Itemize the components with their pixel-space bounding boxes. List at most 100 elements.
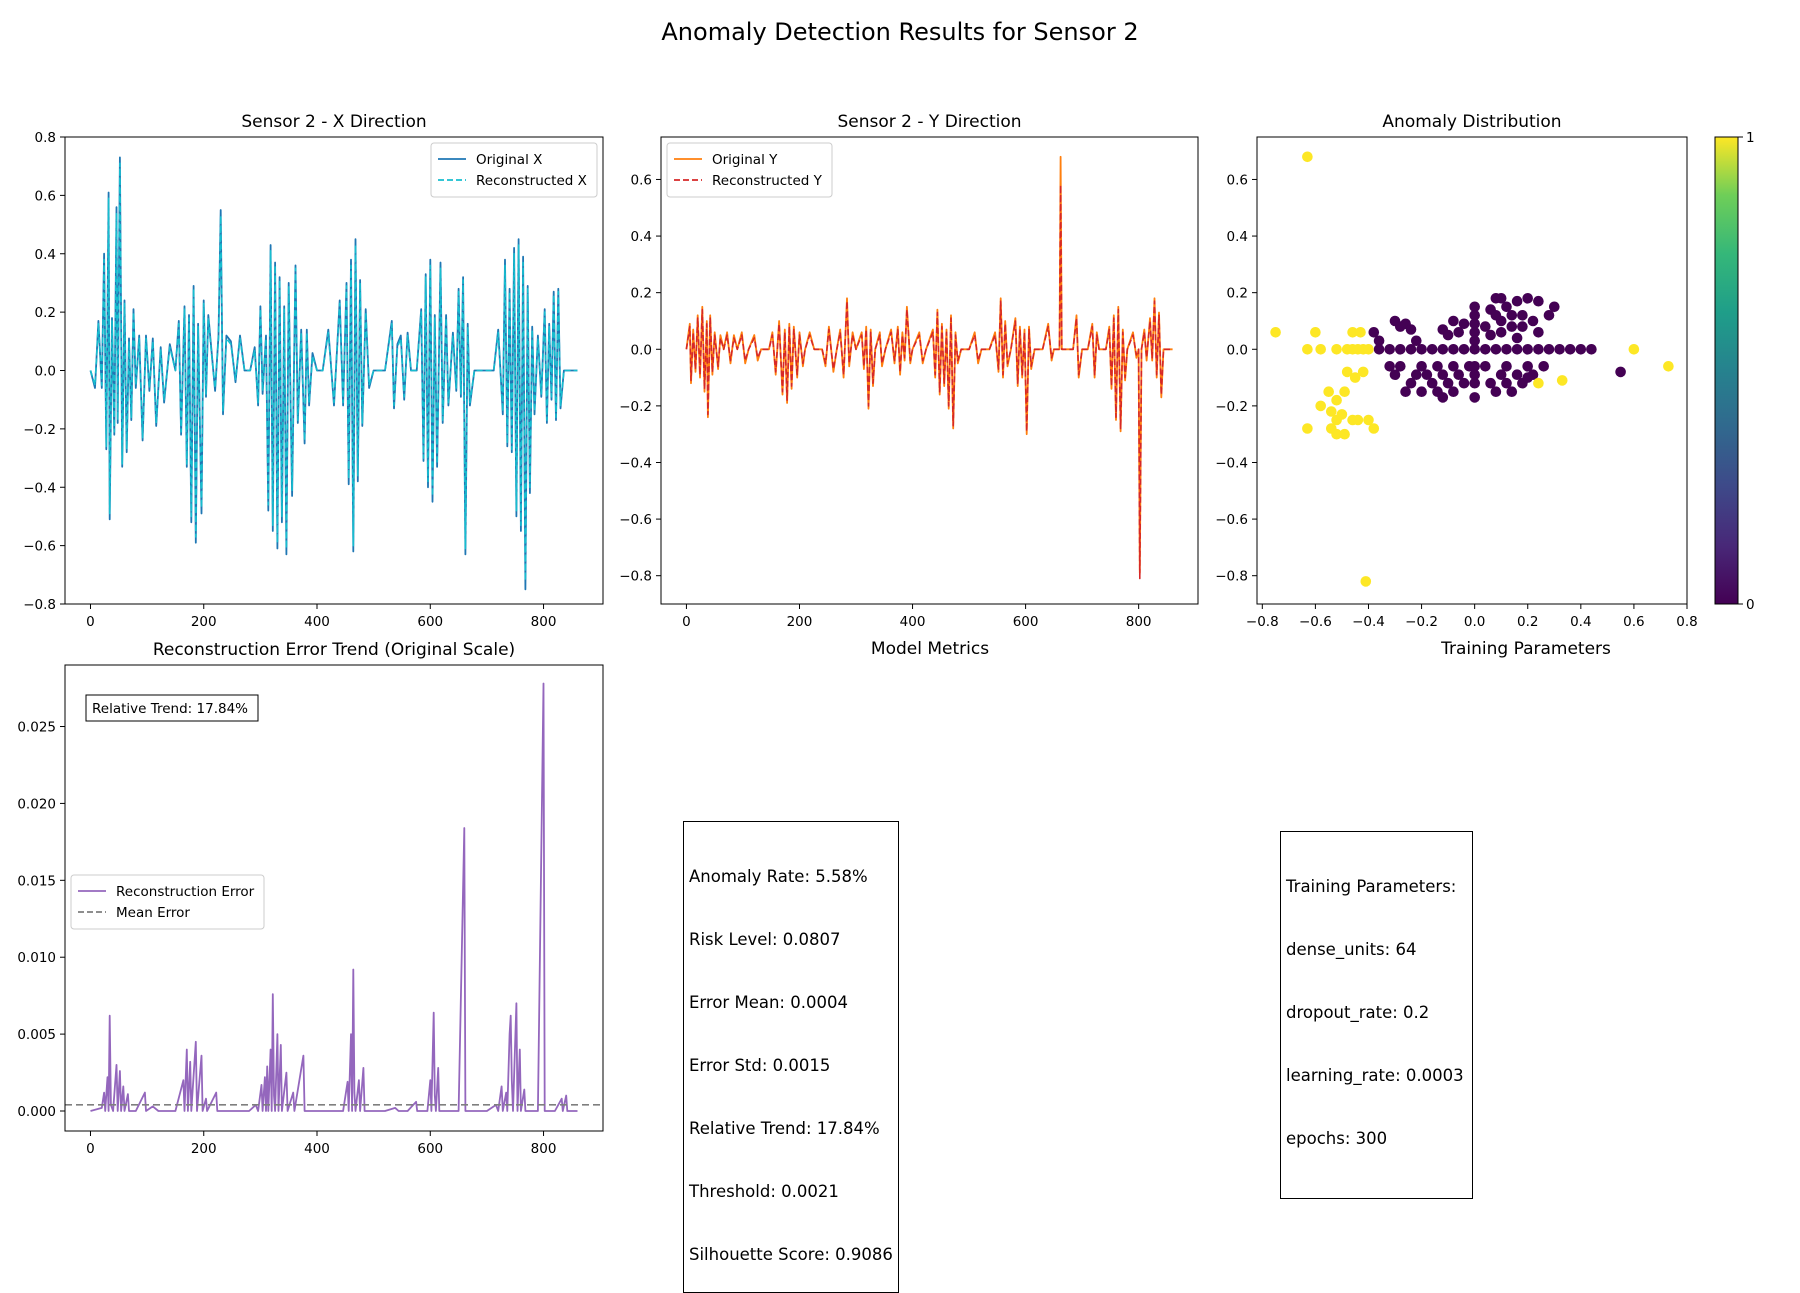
y-tick-label: 0.2	[35, 305, 56, 321]
y-tick-label: 0.0	[631, 342, 652, 358]
scatter-point-normal	[1469, 361, 1480, 372]
scatter-point-normal	[1421, 369, 1433, 381]
scatter-point-normal	[1522, 344, 1533, 355]
colorbar-tick-label: 1	[1746, 130, 1755, 146]
y-tick-label: 0.000	[17, 1104, 56, 1120]
y-tick-label: −0.2	[1215, 399, 1248, 415]
x-tick-label: 400	[304, 1141, 330, 1157]
scatter-point-normal	[1395, 361, 1406, 372]
y-tick-label: −0.8	[619, 569, 652, 585]
scatter-point-anomaly	[1355, 327, 1366, 338]
series-line-reconstruction-error	[90, 682, 578, 1112]
scatter-point-anomaly	[1556, 375, 1568, 386]
scatter-point-normal	[1586, 344, 1597, 355]
metric-silhouette-score: Silhouette Score: 0.9086	[689, 1245, 893, 1264]
scatter-point-anomaly	[1315, 400, 1326, 412]
scatter-point-normal	[1469, 327, 1480, 338]
y-tick-label: 0.8	[35, 130, 56, 146]
scatter-point-normal	[1453, 327, 1464, 338]
axes-frame	[64, 136, 604, 605]
y-tick-label: 0.010	[17, 950, 56, 966]
colorbar-tick-label: 0	[1746, 597, 1755, 613]
y-tick-label: −0.2	[619, 399, 652, 415]
scatter-point-anomaly	[1349, 372, 1361, 383]
x-tick-label: 600	[417, 614, 443, 630]
y-tick-label: −0.6	[1215, 512, 1248, 528]
metric-relative-trend: Relative Trend: 17.84%	[689, 1119, 880, 1138]
scatter-point-normal	[1405, 377, 1417, 389]
scatter-point-normal	[1448, 386, 1459, 398]
scatter-point-normal	[1448, 361, 1459, 372]
y-tick-label: 0.2	[1227, 286, 1248, 302]
y-tick-label: 0.020	[17, 796, 56, 812]
relative-trend-annotation: Relative Trend: 17.84%	[92, 701, 248, 717]
x-tick-label: −0.4	[1352, 614, 1385, 630]
scatter-point-normal	[1437, 392, 1449, 403]
scatter-point-anomaly	[1357, 366, 1369, 378]
scatter-point-normal	[1426, 377, 1438, 389]
panel-title-reconstruction-error: Reconstruction Error Trend (Original Sca…	[153, 640, 515, 660]
scatter-point-normal	[1416, 386, 1427, 398]
model-metrics-title: Model Metrics	[871, 639, 989, 659]
scatter-point-normal	[1448, 315, 1459, 327]
panel-x-direction: Sensor 2 - X Direction 0 200 400 600 800 −0.8 −…	[23, 112, 604, 630]
legend-box	[666, 142, 833, 198]
scatter-point-normal	[1373, 335, 1385, 347]
training-heading: Training Parameters:	[1286, 877, 1457, 896]
scatter-point-anomaly	[1339, 386, 1350, 398]
scatter-point-normal	[1469, 377, 1480, 389]
scatter-point-normal	[1480, 344, 1491, 355]
scatter-point-normal	[1501, 361, 1512, 372]
model-metrics-box: Anomaly Rate: 5.58% Risk Level: 0.0807 E…	[683, 821, 899, 1293]
scatter-point-anomaly	[1363, 414, 1374, 426]
scatter-point-normal	[1495, 369, 1507, 381]
scatter-point-anomaly	[1533, 377, 1544, 389]
y-tick-label: −0.6	[23, 539, 56, 555]
y-tick-label: −0.8	[23, 597, 56, 613]
scatter-point-normal	[1522, 372, 1533, 383]
scatter-point-normal	[1458, 344, 1470, 355]
scatter-point-normal	[1527, 315, 1539, 327]
legend-label: Original X	[476, 152, 542, 168]
panel-title-x-direction: Sensor 2 - X Direction	[241, 112, 426, 132]
scatter-point-normal	[1469, 369, 1480, 381]
y-tick-label: 0.025	[17, 720, 56, 736]
scatter-point-normal	[1405, 344, 1417, 355]
scatter-point-normal	[1501, 377, 1512, 389]
y-tick-label: −0.6	[619, 512, 652, 528]
scatter-point-anomaly	[1323, 386, 1334, 398]
training-parameters-title: Training Parameters	[1440, 639, 1611, 659]
scatter-point-normal	[1368, 327, 1380, 338]
scatter-point-normal	[1480, 321, 1491, 332]
scatter-point-normal	[1480, 361, 1491, 372]
scatter-point-normal	[1538, 361, 1549, 372]
scatter-point-normal	[1458, 318, 1470, 330]
scatter-point-normal	[1384, 344, 1395, 355]
scatter-point-normal	[1533, 344, 1544, 355]
figure-canvas: Sensor 2 - X Direction 0 200 400 600 800 −0.8 −…	[17, 112, 1755, 1157]
colorbar	[1714, 136, 1739, 605]
scatter-point-normal	[1522, 361, 1533, 372]
panel-reconstruction-error: Reconstruction Error Trend (Original Sca…	[17, 640, 604, 1157]
scatter-point-normal	[1517, 310, 1528, 321]
scatter-point-normal	[1490, 344, 1502, 355]
scatter-point-anomaly	[1326, 406, 1337, 417]
scatter-point-normal	[1485, 329, 1496, 341]
metric-error-std: Error Std: 0.0015	[689, 1056, 831, 1075]
y-tick-label: −0.4	[23, 480, 56, 496]
scatter-point-anomaly	[1331, 344, 1342, 355]
y-tick-label: 0.6	[1227, 172, 1248, 188]
series-line-original-y	[685, 155, 1173, 574]
y-tick-label: −0.4	[619, 455, 652, 471]
scatter-point-anomaly	[1315, 344, 1326, 355]
x-tick-label: 0	[86, 1141, 95, 1157]
scatter-point-normal	[1506, 310, 1518, 321]
scatter-point-normal	[1511, 344, 1523, 355]
scatter-point-normal	[1469, 392, 1480, 403]
x-tick-label: 200	[787, 614, 813, 630]
y-tick-label: −0.8	[1215, 569, 1248, 585]
scatter-point-anomaly	[1270, 327, 1281, 338]
x-tick-label: 0	[682, 614, 691, 630]
scatter-point-normal	[1437, 369, 1449, 381]
param-learning-rate: learning_rate: 0.0003	[1286, 1066, 1464, 1085]
